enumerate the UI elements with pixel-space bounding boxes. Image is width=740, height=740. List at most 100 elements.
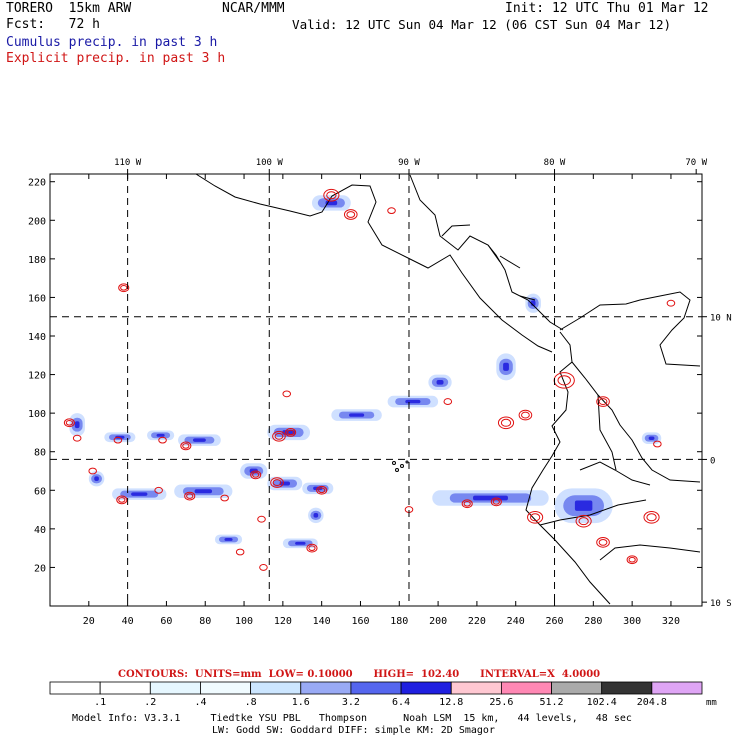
explicit-contour-inner: [186, 493, 194, 499]
legend-swatch: [400, 681, 452, 695]
explicit-contour: [343, 209, 358, 220]
x-tick-label: 260: [545, 616, 563, 627]
lat-label: 10 N: [710, 314, 732, 324]
explicit-contour: [461, 499, 473, 509]
explicit-contour: [259, 564, 268, 571]
y-tick-label: 80: [34, 448, 46, 459]
x-tick-label: 140: [313, 616, 331, 627]
physics-info: LW: Godd SW: Goddard DIFF: simple KM: 2D…: [212, 725, 495, 736]
explicit-contour: [443, 398, 453, 405]
lat-label: 10 S: [710, 599, 732, 609]
cumulus-max: [648, 436, 655, 440]
y-tick-label: 40: [34, 525, 46, 536]
explicit-contour: [626, 555, 638, 565]
island-galapagos: [400, 464, 404, 468]
legend-value: 51.2: [539, 697, 563, 708]
explicit-contour-inner: [521, 411, 530, 419]
explicit-contour: [282, 390, 292, 398]
cumulus-max: [473, 495, 508, 501]
cumulus-max: [503, 362, 509, 371]
cumulus-max: [224, 538, 233, 541]
explicit-contour: [113, 436, 123, 444]
cumulus-max: [574, 500, 593, 511]
explicit-contour-inner: [326, 191, 337, 200]
legend-value: 12.8: [439, 697, 463, 708]
explicit-contour: [180, 441, 192, 451]
x-tick-label: 300: [623, 616, 641, 627]
y-tick-label: 100: [28, 409, 46, 420]
coastline-south-america-west: [525, 331, 611, 605]
legend-value: 6.4: [392, 697, 410, 708]
legend-swatch: [49, 681, 101, 695]
explicit-contour: [306, 543, 318, 553]
explicit-contour-inner: [646, 513, 657, 522]
explicit-contour: [250, 470, 262, 480]
explicit-contour: [272, 430, 286, 442]
explicit-contour: [154, 486, 163, 494]
legend-value: 25.6: [489, 697, 513, 708]
x-tick-label: 220: [468, 616, 486, 627]
y-tick-label: 20: [34, 563, 46, 574]
explicit-contour: [596, 396, 610, 407]
explicit-contour: [323, 188, 340, 202]
x-tick-label: 20: [83, 616, 95, 627]
explicit-contour-inner: [492, 499, 500, 505]
cumulus-max: [313, 486, 323, 491]
cumulus-max: [313, 513, 319, 518]
x-tick-label: 100: [235, 616, 253, 627]
x-tick-label: 40: [122, 616, 134, 627]
model-info: Model Info: V3.3.1 Tiedtke YSU PBL Thomp…: [72, 713, 632, 724]
x-tick-label: 280: [584, 616, 602, 627]
explicit-contour-inner: [529, 513, 541, 522]
explicit-contour: [118, 283, 130, 293]
explicit-contour-inner: [318, 487, 326, 494]
island-galapagos: [392, 461, 396, 465]
explicit-contour: [653, 440, 662, 448]
explicit-contour-inner: [252, 472, 260, 478]
explicit-contour-inner: [120, 284, 128, 291]
forecast-hour: Fcst: 72 h: [6, 17, 100, 32]
lon-label: 90 W: [398, 158, 420, 168]
explicit-contour: [518, 409, 533, 421]
x-tick-label: 160: [351, 616, 369, 627]
border-central-america: [441, 224, 536, 301]
explicit-contour-inner: [598, 538, 608, 546]
legend-value: 3.2: [342, 697, 360, 708]
explicit-contour-inner: [182, 443, 190, 449]
explicit-contour: [497, 416, 515, 430]
explicit-contour-inner: [274, 432, 284, 440]
explicit-contour-inner: [628, 556, 636, 563]
legend-value: 1.6: [292, 697, 310, 708]
legend-value: .8: [245, 697, 257, 708]
legend-value: 102.4: [587, 697, 617, 708]
legend-swatch: [149, 681, 201, 695]
border-south-america: [539, 361, 701, 561]
x-tick-label: 60: [160, 616, 172, 627]
cumulus-max: [349, 413, 365, 417]
explicit-contour-inner: [598, 398, 608, 405]
model-title: TORERO 15km ARW: [6, 1, 132, 16]
explicit-contour: [88, 467, 97, 475]
explicit-contour: [575, 514, 592, 528]
legend-unit: mm: [706, 698, 717, 708]
lon-label: 80 W: [544, 158, 566, 168]
cumulus-max: [193, 438, 206, 442]
legend-value: .1: [94, 697, 106, 708]
legend-swatch: [450, 681, 502, 695]
cumulus-max: [131, 492, 148, 496]
explicit-contour: [527, 510, 544, 524]
center-label: NCAR/MMM: [222, 1, 285, 16]
island-galapagos: [395, 468, 399, 472]
legend-value: .4: [194, 697, 206, 708]
x-tick-label: 320: [662, 616, 680, 627]
legend-swatch: [300, 681, 352, 695]
cumulus-max: [94, 476, 99, 482]
explicit-contour: [553, 372, 575, 389]
legend-swatch: [99, 681, 151, 695]
explicit-contour: [666, 299, 676, 307]
y-tick-label: 180: [28, 255, 46, 266]
explicit-contour: [116, 495, 128, 505]
explicit-contour-inner: [578, 517, 589, 526]
legend-value: .2: [144, 697, 156, 708]
